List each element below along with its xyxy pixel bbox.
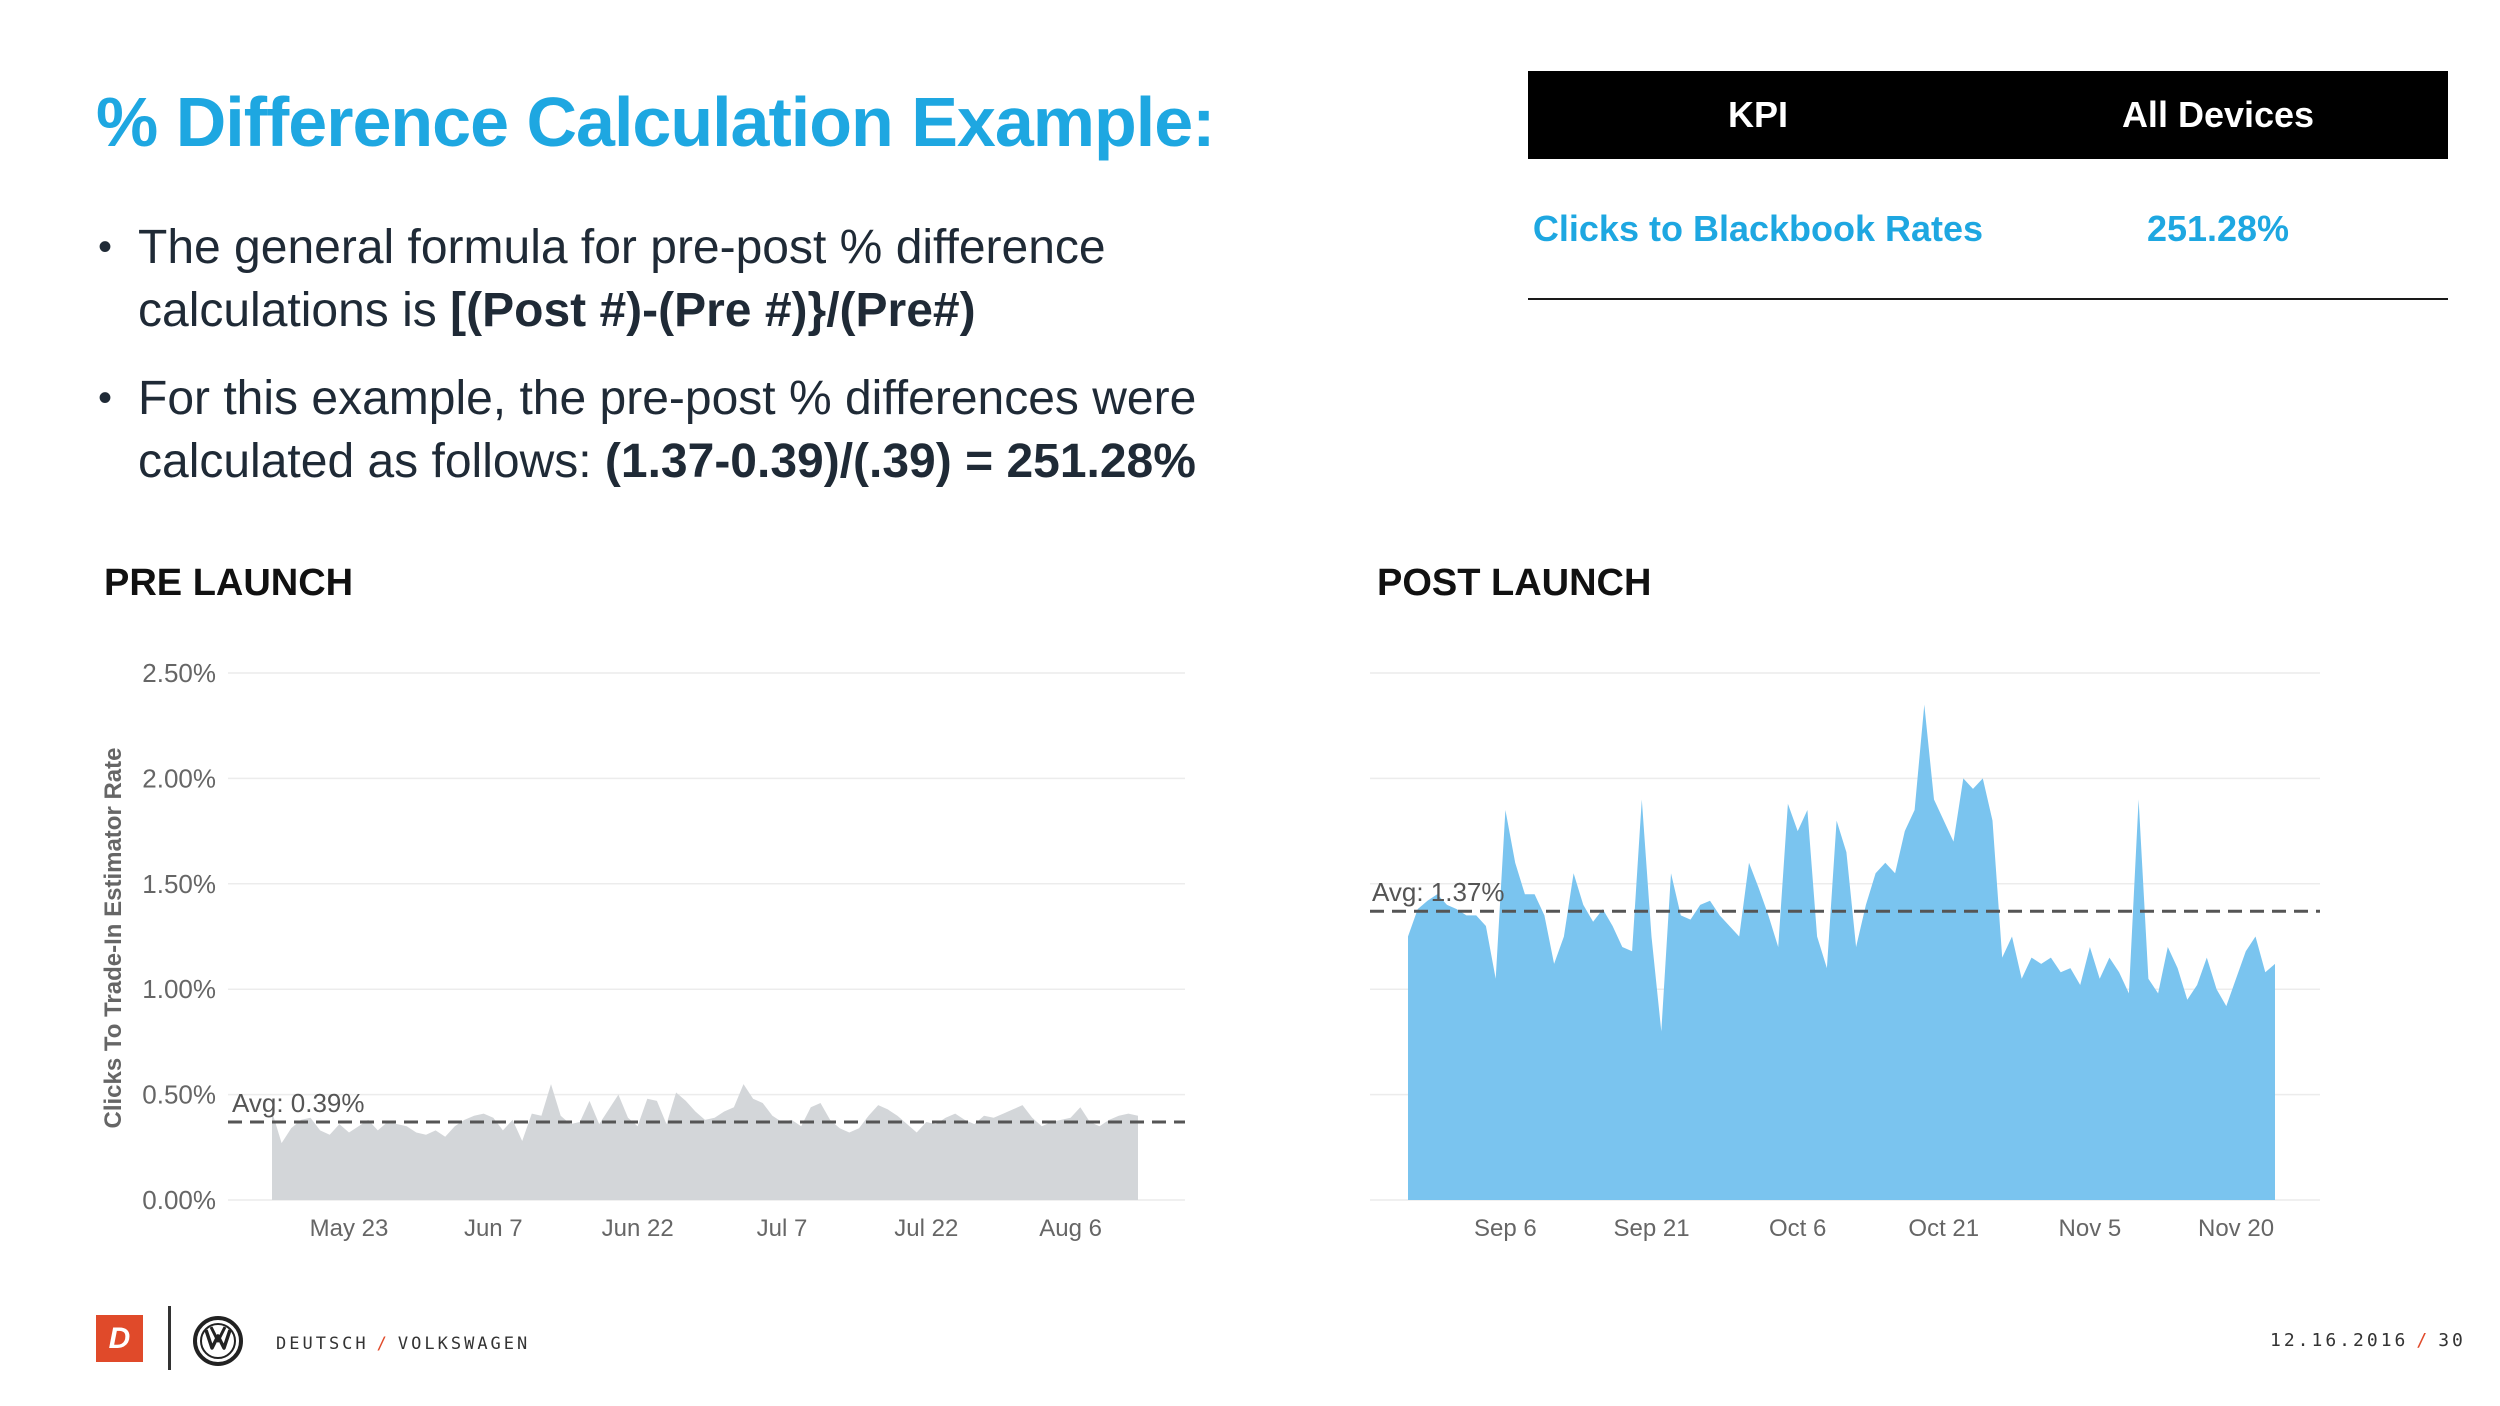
- x-tick-labels: Sep 6 Sep 21 Oct 6 Oct 21 Nov 5 Nov 20: [1474, 1215, 2274, 1242]
- y-tick-label: 2.00%: [142, 763, 216, 793]
- vw-logo-icon: [193, 1316, 243, 1366]
- post-launch-average-label: Avg: 1.37%: [1372, 877, 1505, 907]
- footer-date: 12.16.2016: [2270, 1330, 2409, 1351]
- kpi-cell-name: Clicks to Blackbook Rates: [1528, 159, 1988, 300]
- x-tick-label: Aug 6: [1039, 1215, 1102, 1242]
- pre-launch-label: PRE LAUNCH: [104, 562, 354, 604]
- footer-brand-deutsch: DEUTSCH: [276, 1334, 369, 1354]
- post-launch-chart: Avg: 1.37% Sep 6 Sep 21 Oct 6 Oct 21 Nov 5 No…: [1370, 672, 2320, 1242]
- footer-brand: DEUTSCH / VOLKSWAGEN: [276, 1334, 530, 1354]
- bullet-formula: • The general formula for pre-post % dif…: [98, 216, 1298, 342]
- kpi-table: KPI All Devices Clicks to Blackbook Rate…: [1528, 71, 2448, 300]
- x-tick-label: Oct 6: [1769, 1215, 1826, 1242]
- kpi-cell-value: 251.28%: [1988, 159, 2448, 300]
- slide-title: % Difference Calculation Example:: [96, 83, 1215, 161]
- x-tick-label: Oct 21: [1908, 1215, 1979, 1242]
- y-tick-label: 2.50%: [142, 658, 216, 688]
- x-tick-label: Jul 7: [757, 1215, 808, 1242]
- x-tick-label: Jul 22: [894, 1215, 958, 1242]
- page-number: 30: [2438, 1330, 2466, 1351]
- x-tick-label: Sep 6: [1474, 1215, 1537, 1242]
- deutsch-logo: D: [96, 1315, 143, 1362]
- pre-launch-chart: Avg: 0.39% 0.00% 0.50% 1.00% 1.50% 2.00% 2.50…: [100, 658, 1185, 1242]
- bullet-example-line2-prefix: calculated as follows:: [138, 435, 605, 488]
- bullet-marker: •: [98, 376, 113, 420]
- bullet-formula-expression: [(Post #)-(Pre #)}/(Pre#): [450, 284, 976, 337]
- footer-date-separator: /: [2416, 1330, 2431, 1351]
- bullet-formula-line1: The general formula for pre-post % diffe…: [138, 221, 1106, 274]
- x-tick-label: Jun 7: [464, 1215, 523, 1242]
- kpi-header-all-devices: All Devices: [1988, 71, 2448, 159]
- footer-divider: [168, 1306, 171, 1370]
- footer-brand-volkswagen: VOLKSWAGEN: [397, 1334, 531, 1354]
- bullet-example-line1: For this example, the pre-post % differe…: [138, 372, 1197, 425]
- footer-brand-separator: /: [376, 1334, 390, 1354]
- bullet-example-calculation: (1.37-0.39)/(.39) = 251.28%: [604, 435, 1196, 488]
- y-axis-label: Clicks To Trade-In Estimator Rate: [100, 748, 127, 1129]
- y-tick-label: 0.00%: [142, 1185, 216, 1215]
- x-tick-label: Nov 5: [2059, 1215, 2122, 1242]
- bullet-marker: •: [98, 225, 113, 269]
- kpi-header-kpi: KPI: [1528, 71, 1988, 159]
- kpi-table-header-row: KPI All Devices: [1528, 71, 2448, 159]
- x-tick-label: Jun 22: [602, 1215, 674, 1242]
- x-tick-label: Sep 21: [1614, 1215, 1690, 1242]
- pre-launch-area-series: [272, 1084, 1138, 1200]
- post-launch-area-series: [1408, 704, 2275, 1200]
- post-launch-label: POST LAUNCH: [1377, 562, 1652, 604]
- y-tick-label: 0.50%: [142, 1080, 216, 1110]
- pre-launch-average-label: Avg: 0.39%: [232, 1088, 365, 1118]
- x-tick-label: May 23: [310, 1215, 389, 1242]
- footer-date-page: 12.16.2016 / 30: [2270, 1330, 2466, 1351]
- x-tick-label: Nov 20: [2198, 1215, 2274, 1242]
- table-row: Clicks to Blackbook Rates 251.28%: [1528, 159, 2448, 300]
- y-tick-labels: 0.00% 0.50% 1.00% 1.50% 2.00% 2.50%: [142, 658, 216, 1215]
- x-tick-labels: May 23 Jun 7 Jun 22 Jul 7 Jul 22 Aug 6: [310, 1215, 1102, 1242]
- bullet-example: • For this example, the pre-post % diffe…: [98, 367, 1298, 493]
- y-tick-label: 1.50%: [142, 869, 216, 899]
- y-tick-label: 1.00%: [142, 974, 216, 1004]
- bullet-formula-line2-prefix: calculations is: [138, 284, 451, 337]
